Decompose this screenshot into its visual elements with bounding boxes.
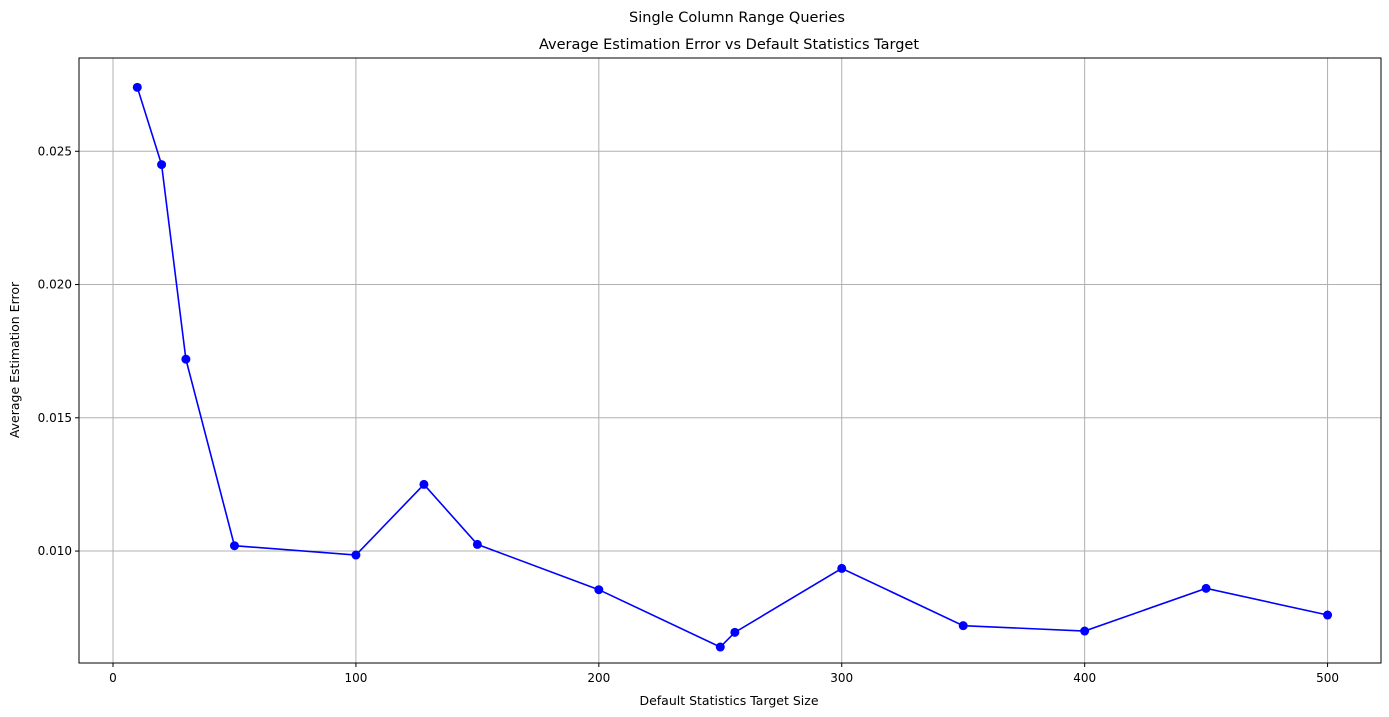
x-tick-label: 100 — [344, 671, 367, 685]
x-tick-label: 0 — [109, 671, 117, 685]
chart-title: Average Estimation Error vs Default Stat… — [539, 37, 919, 53]
x-tick-label: 400 — [1073, 671, 1096, 685]
data-point — [837, 563, 847, 573]
y-tick-label: 0.025 — [38, 144, 72, 158]
x-tick-label: 300 — [830, 671, 853, 685]
grid — [79, 58, 1381, 663]
plot-frame — [78, 57, 1382, 664]
y-axis-label: Average Estimation Error — [7, 281, 22, 438]
ticks: 0 100 200 300 400 500 0.010 0.015 0.020 0.025 — [38, 144, 1339, 685]
x-tick-label: 200 — [587, 671, 610, 685]
figure-suptitle: Single Column Range Queries — [629, 10, 845, 26]
data-point — [715, 642, 725, 652]
data-point — [419, 479, 429, 489]
data-point — [730, 627, 740, 637]
data-point — [1201, 583, 1211, 593]
data-point — [132, 82, 142, 92]
data-point — [472, 539, 482, 549]
data-point — [594, 585, 604, 595]
data-point — [1323, 610, 1333, 620]
data-point — [181, 354, 191, 364]
y-tick-label: 0.010 — [38, 544, 72, 558]
series-line — [136, 87, 1328, 648]
y-tick-label: 0.015 — [38, 411, 72, 425]
data-point — [157, 160, 167, 170]
data-point — [229, 541, 239, 551]
x-tick-label: 500 — [1316, 671, 1339, 685]
series-layer — [132, 82, 1333, 652]
x-axis-label: Default Statistics Target Size — [639, 693, 818, 708]
data-point — [1080, 626, 1090, 636]
data-point — [958, 621, 968, 631]
y-tick-label: 0.020 — [38, 278, 72, 292]
data-point — [351, 550, 361, 560]
